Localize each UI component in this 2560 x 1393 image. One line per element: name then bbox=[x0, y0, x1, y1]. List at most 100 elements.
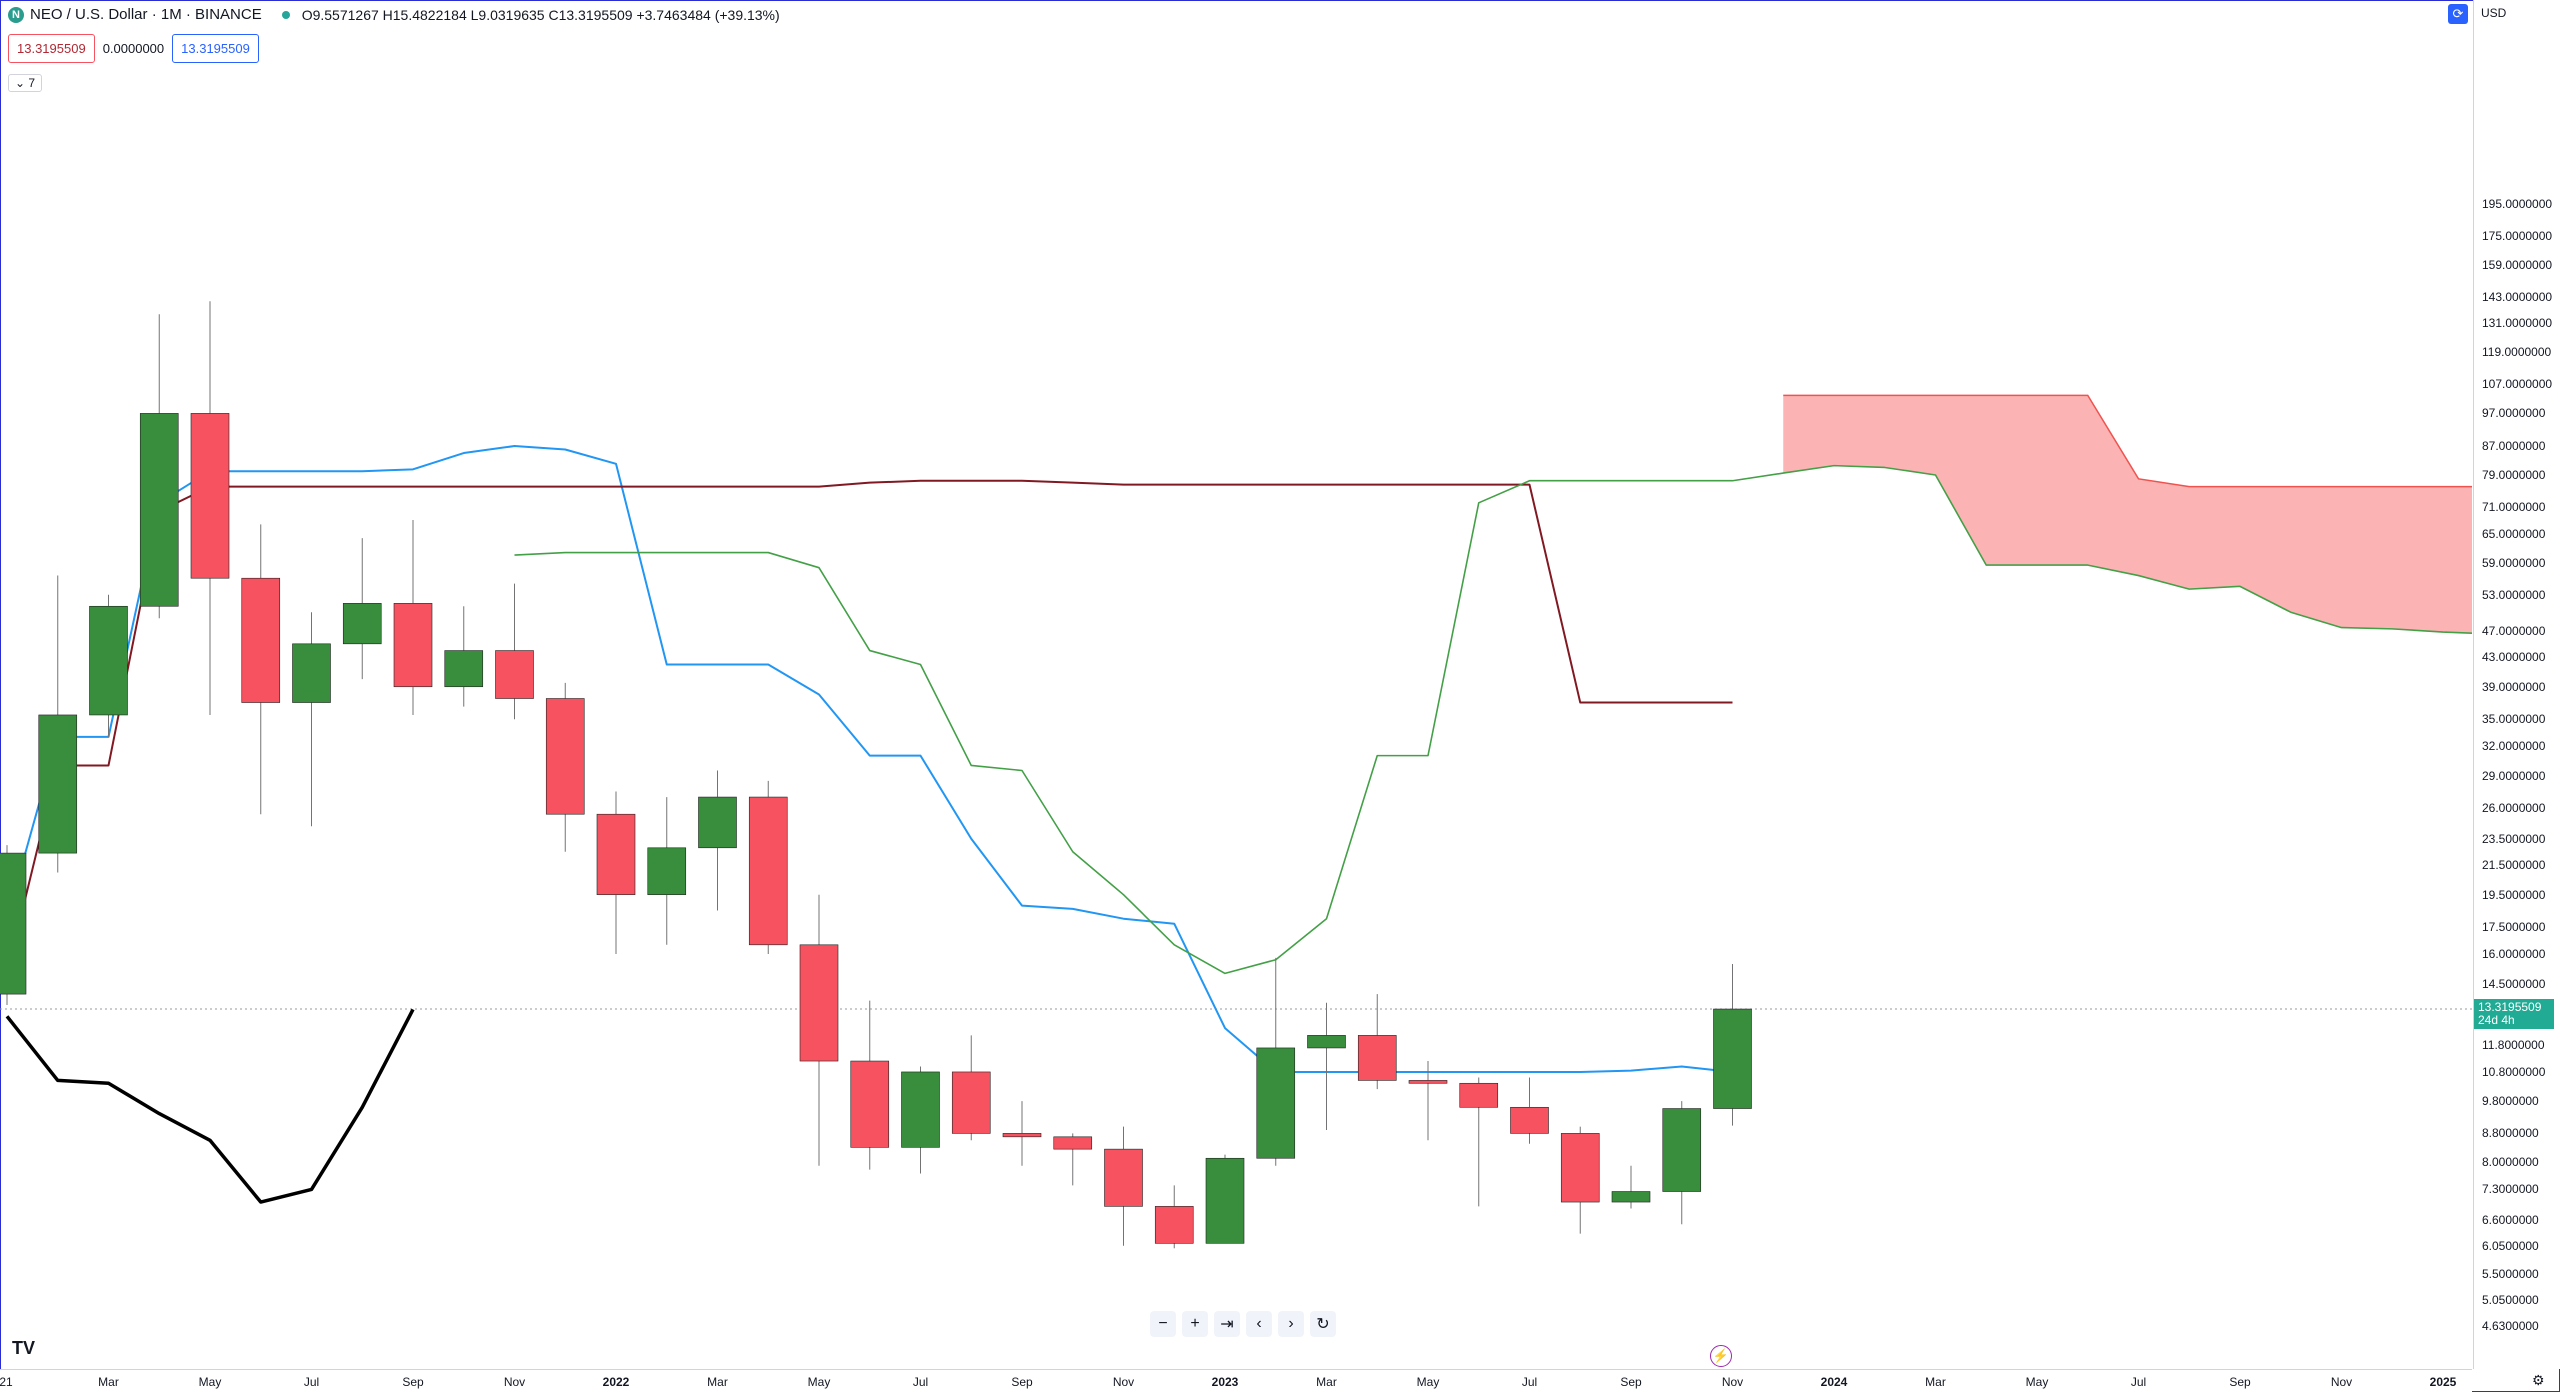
reset-chart-button[interactable]: ↻ bbox=[1310, 1311, 1336, 1337]
flash-icon[interactable]: ⚡ bbox=[1710, 1345, 1732, 1367]
x-tick-label: Mar bbox=[98, 1375, 119, 1389]
sync-icon[interactable]: ⟳ bbox=[2448, 4, 2468, 24]
y-tick-label: 10.8000000 bbox=[2482, 1064, 2546, 1079]
candle-body bbox=[495, 650, 534, 699]
kijun-line bbox=[6, 479, 1733, 974]
candle-body bbox=[647, 847, 687, 895]
indicator-value-1[interactable]: 13.3195509 bbox=[8, 34, 95, 63]
y-tick-label: 119.0000000 bbox=[2482, 345, 2552, 360]
candle-body bbox=[698, 796, 737, 849]
candle-body bbox=[1154, 1206, 1194, 1244]
candle-body bbox=[748, 796, 788, 946]
x-tick-label: May bbox=[198, 1375, 222, 1389]
y-tick-label: 7.3000000 bbox=[2482, 1182, 2539, 1197]
scroll-to-realtime-button[interactable]: ⇥ bbox=[1214, 1311, 1240, 1337]
candle-body bbox=[1307, 1035, 1346, 1049]
symbol-title[interactable]: NEO / U.S. Dollar · 1M · BINANCE bbox=[30, 6, 262, 23]
candle-body bbox=[799, 944, 839, 1062]
price-scale[interactable]: 195.0000000 175.0000000 159.0000000 143.000… bbox=[2473, 0, 2560, 1369]
y-tick-label: 32.0000000 bbox=[2482, 739, 2546, 754]
y-tick-label: 47.0000000 bbox=[2482, 623, 2546, 638]
y-tick-label: 8.8000000 bbox=[2482, 1126, 2539, 1141]
indicator-value-3[interactable]: 13.3195509 bbox=[172, 34, 259, 63]
candle-body bbox=[1408, 1080, 1448, 1084]
x-tick-label: Sep bbox=[402, 1375, 424, 1389]
candle-body bbox=[1205, 1157, 1245, 1244]
x-tick-label: Mar bbox=[1925, 1375, 1946, 1389]
candle-body bbox=[1662, 1108, 1702, 1192]
scroll-right-button[interactable]: › bbox=[1278, 1311, 1304, 1337]
y-tick-label: 39.0000000 bbox=[2482, 679, 2546, 694]
candle-body bbox=[1104, 1148, 1143, 1207]
chart-canvas[interactable] bbox=[0, 0, 2472, 1369]
x-tick-label: May bbox=[1416, 1375, 1440, 1389]
zoom-in-button[interactable]: + bbox=[1182, 1311, 1208, 1337]
y-tick-label: 4.6300000 bbox=[2482, 1319, 2539, 1334]
y-tick-label: 23.5000000 bbox=[2482, 831, 2546, 846]
candle-body bbox=[951, 1071, 991, 1134]
candle-body bbox=[444, 650, 484, 688]
scroll-left-button[interactable]: ‹ bbox=[1246, 1311, 1272, 1337]
candle-body bbox=[901, 1071, 940, 1148]
x-tick-label: Nov bbox=[503, 1375, 526, 1389]
x-tick-label: Jul bbox=[912, 1375, 929, 1389]
tenkan-line bbox=[6, 445, 1733, 1073]
y-tick-label: 9.8000000 bbox=[2482, 1094, 2539, 1109]
settings-gear-icon[interactable]: ⚙ bbox=[2532, 1372, 2545, 1388]
x-tick-label: Jul bbox=[2130, 1375, 2147, 1389]
y-tick-label: 11.8000000 bbox=[2482, 1038, 2545, 1053]
x-tick-label: Jul bbox=[303, 1375, 320, 1389]
current-price-label: 13.3195509 24d 4h bbox=[2474, 999, 2554, 1030]
y-tick-label: 159.0000000 bbox=[2482, 258, 2553, 273]
y-tick-label: 35.0000000 bbox=[2482, 712, 2546, 727]
candle-body bbox=[1053, 1136, 1093, 1150]
x-tick-label: May bbox=[2025, 1375, 2049, 1389]
current-price-value: 13.3195509 bbox=[2478, 1000, 2542, 1015]
plot-area[interactable] bbox=[0, 0, 2472, 1369]
chevron-down-icon: ⌄ bbox=[15, 76, 26, 90]
candle-body bbox=[1459, 1082, 1499, 1108]
x-tick-label: Mar bbox=[1316, 1375, 1337, 1389]
zoom-out-button[interactable]: − bbox=[1150, 1311, 1176, 1337]
y-tick-label: 21.5000000 bbox=[2482, 858, 2546, 873]
currency-button[interactable]: USD bbox=[2481, 6, 2507, 20]
candle-body bbox=[292, 643, 331, 703]
cloud-upper-edge bbox=[1783, 394, 2472, 488]
x-tick-label: Jul bbox=[1521, 1375, 1538, 1389]
x-tick-label: Nov bbox=[1721, 1375, 1744, 1389]
tradingview-logo-icon[interactable]: TV bbox=[12, 1338, 36, 1358]
candle-body bbox=[1256, 1047, 1296, 1159]
y-tick-label: 43.0000000 bbox=[2482, 650, 2546, 665]
y-tick-label: 87.0000000 bbox=[2482, 439, 2546, 454]
chikou-line bbox=[5, 1008, 415, 1204]
x-tick-label: Mar bbox=[707, 1375, 728, 1389]
candle-body bbox=[393, 603, 433, 688]
x-tick-label: 21 bbox=[0, 1375, 13, 1389]
candle-body bbox=[850, 1060, 890, 1148]
y-tick-label: 59.0000000 bbox=[2482, 555, 2546, 570]
y-tick-label: 5.0500000 bbox=[2482, 1293, 2539, 1307]
candle-body bbox=[190, 413, 230, 579]
ichimoku-cloud bbox=[1783, 395, 2472, 634]
y-tick-label: 79.0000000 bbox=[2482, 467, 2546, 482]
lagging_green-line bbox=[514, 464, 2472, 975]
x-tick-label: Sep bbox=[1620, 1375, 1642, 1389]
x-tick-label: May bbox=[807, 1375, 831, 1389]
y-tick-label: 143.0000000 bbox=[2482, 289, 2553, 304]
neo-logo-icon: N bbox=[8, 6, 24, 23]
x-tick-label: 2023 bbox=[1211, 1375, 1239, 1389]
candle-body bbox=[1611, 1191, 1651, 1203]
y-tick-label: 97.0000000 bbox=[2482, 406, 2546, 421]
bar-countdown: 24d 4h bbox=[2478, 1013, 2515, 1028]
y-tick-label: 175.0000000 bbox=[2482, 229, 2553, 244]
y-tick-label: 195.0000000 bbox=[2482, 196, 2553, 211]
candle-body bbox=[1713, 1008, 1752, 1109]
candle-body bbox=[1002, 1133, 1042, 1138]
x-tick-label: Nov bbox=[1112, 1375, 1135, 1389]
y-tick-label: 8.0000000 bbox=[2482, 1154, 2539, 1169]
time-scale[interactable]: 21 Mar May Jul Sep Nov 2022 Mar May Jul Sep Nov 2023… bbox=[0, 1369, 2472, 1393]
indicator-count: 7 bbox=[28, 76, 36, 90]
candle-body bbox=[89, 605, 128, 716]
candle-body bbox=[0, 852, 27, 995]
collapse-indicators-button[interactable]: ⌄ 7 bbox=[8, 74, 43, 92]
